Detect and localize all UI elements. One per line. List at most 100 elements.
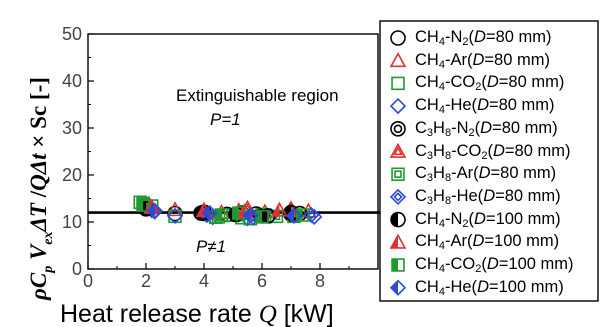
plot-frame [87,33,379,270]
legend-label-box: CH4-N2(D=100 mm) [415,209,561,230]
legend-label: CH4-N2(D=100 mm) [415,209,561,230]
data-point [242,207,259,224]
legend-marker-shape [393,192,403,202]
data-point [255,210,269,224]
x-axis-title-unit: [kW] [277,300,334,327]
annotation-region: Extinguishable region [176,86,339,105]
legend-marker [389,188,407,206]
legend-label: CH4-CO2(D=100 mm) [415,255,574,275]
data-point [214,208,229,222]
legend-label: CH4-He(D=80 mm) [415,96,555,117]
data-point-shape [201,204,218,222]
legend-marker [389,279,407,296]
legend-marker-shape [393,124,403,134]
legend-label: CH4-N2(D=80 mm) [415,28,552,48]
legend-marker [389,97,407,115]
data-point [146,202,163,219]
legend-marker-shape [391,167,405,181]
legend-label: C3H8-CO2(D=80 mm) [415,141,571,162]
y-tick-label: 20 [62,165,82,185]
data-point-fill [286,208,294,223]
x-axis-title: Heat release rate Q [kW] [60,300,334,327]
legend-label: C3H8-Ar(D=80 mm) [415,164,557,185]
data-point [271,201,288,217]
data-point [285,207,303,225]
data-point-shape [295,208,310,222]
x-axis-title-part1: Heat release rate [60,300,259,327]
legend-marker [389,52,407,68]
y-tick-label: 30 [62,118,82,138]
data-point-shape [166,201,184,217]
legend-label-box: CH4-He(D=100 mm) [415,277,564,298]
data-point [232,206,246,220]
y-tick-label: 40 [62,71,82,91]
legend-box [379,20,599,302]
legend-label-box: CH4-CO2(D=100 mm) [415,255,574,275]
data-point [166,201,184,217]
legend-marker-fill [392,259,398,271]
legend-marker [389,142,407,158]
data-point-fill [256,210,262,223]
data-point [167,205,183,222]
legend-marker-shape [390,121,406,137]
x-axis-title-q: Q [259,301,277,327]
legend-label: C3H8-N2(D=80 mm) [415,118,558,139]
data-point-shape [146,202,163,219]
legend-marker-shape [389,52,407,68]
legend-marker-shape [394,170,402,178]
legend-label-box: CH4-Ar(D=100 mm) [415,232,560,253]
y-tick-label: 50 [62,24,82,44]
data-point-fill [137,199,144,212]
series-11 [146,202,303,225]
legend-label-box: C3H8-CO2(D=80 mm) [415,141,571,162]
legend-marker-shape [389,279,407,296]
data-point-shape [271,201,288,217]
x-axis-title-group: Heat release rate Q [kW] [60,300,334,327]
legend-marker [391,167,405,181]
data-point [201,204,218,222]
legend-marker-shape [389,142,407,158]
legend-marker-shape [390,30,406,46]
x-tick-label: 0 [83,271,93,291]
y-axis-title: ρCp VexΔT /QΔt × Sc [-] [26,77,56,301]
data-point-shape [232,206,246,220]
x-tick-label: 2 [141,271,151,291]
data-point-shape [167,205,183,222]
legend-marker-shape [389,233,407,249]
y-axis-title-group: ρCp VexΔT /QΔt × Sc [-] [26,77,56,301]
legend-marker-shape [393,146,403,156]
data-point [166,207,184,225]
x-tick-label: 6 [257,271,267,291]
annotations: Extinguishable region P=1 P≠1 [176,86,339,256]
legend-label: CH4-CO2(D=80 mm) [415,73,565,94]
legend: CH4-N2(D=80 mm)CH4-Ar(D=80 mm)CH4-CO2(D=… [379,20,599,302]
legend-marker-shape [389,188,407,206]
data-point-fill [215,209,222,221]
legend-marker [389,233,407,249]
legend-label: CH4-Ar(D=80 mm) [415,50,550,71]
legend-marker-shape [391,258,405,272]
annotation-p-not-equals: P≠1 [196,237,226,256]
legend-label-box: CH4-N2(D=80 mm) [415,28,552,48]
legend-marker-shape [389,97,407,115]
y-tick-label: 10 [62,212,82,232]
legend-marker [390,121,406,137]
legend-marker [391,76,405,91]
legend-marker [390,211,406,228]
data-point-shape [285,207,303,225]
legend-label: CH4-Ar(D=100 mm) [415,232,560,253]
data-point-fill [147,203,155,218]
legend-marker-fill [391,280,398,295]
x-tick-label: 4 [199,271,209,291]
legend-label-box: CH4-CO2(D=80 mm) [415,73,565,94]
data-point-fill [202,206,210,221]
data-point-fill [243,208,251,223]
legend-label: CH4-He(D=100 mm) [415,277,564,298]
legend-label: C3H8-He(D=80 mm) [415,186,561,207]
legend-marker-shape [391,76,405,91]
legend-label-box: C3H8-Ar(D=80 mm) [415,164,557,185]
x-tick-label: 8 [315,271,325,291]
y-tick-label: 0 [72,259,82,279]
legend-label-box: CH4-He(D=80 mm) [415,96,555,117]
